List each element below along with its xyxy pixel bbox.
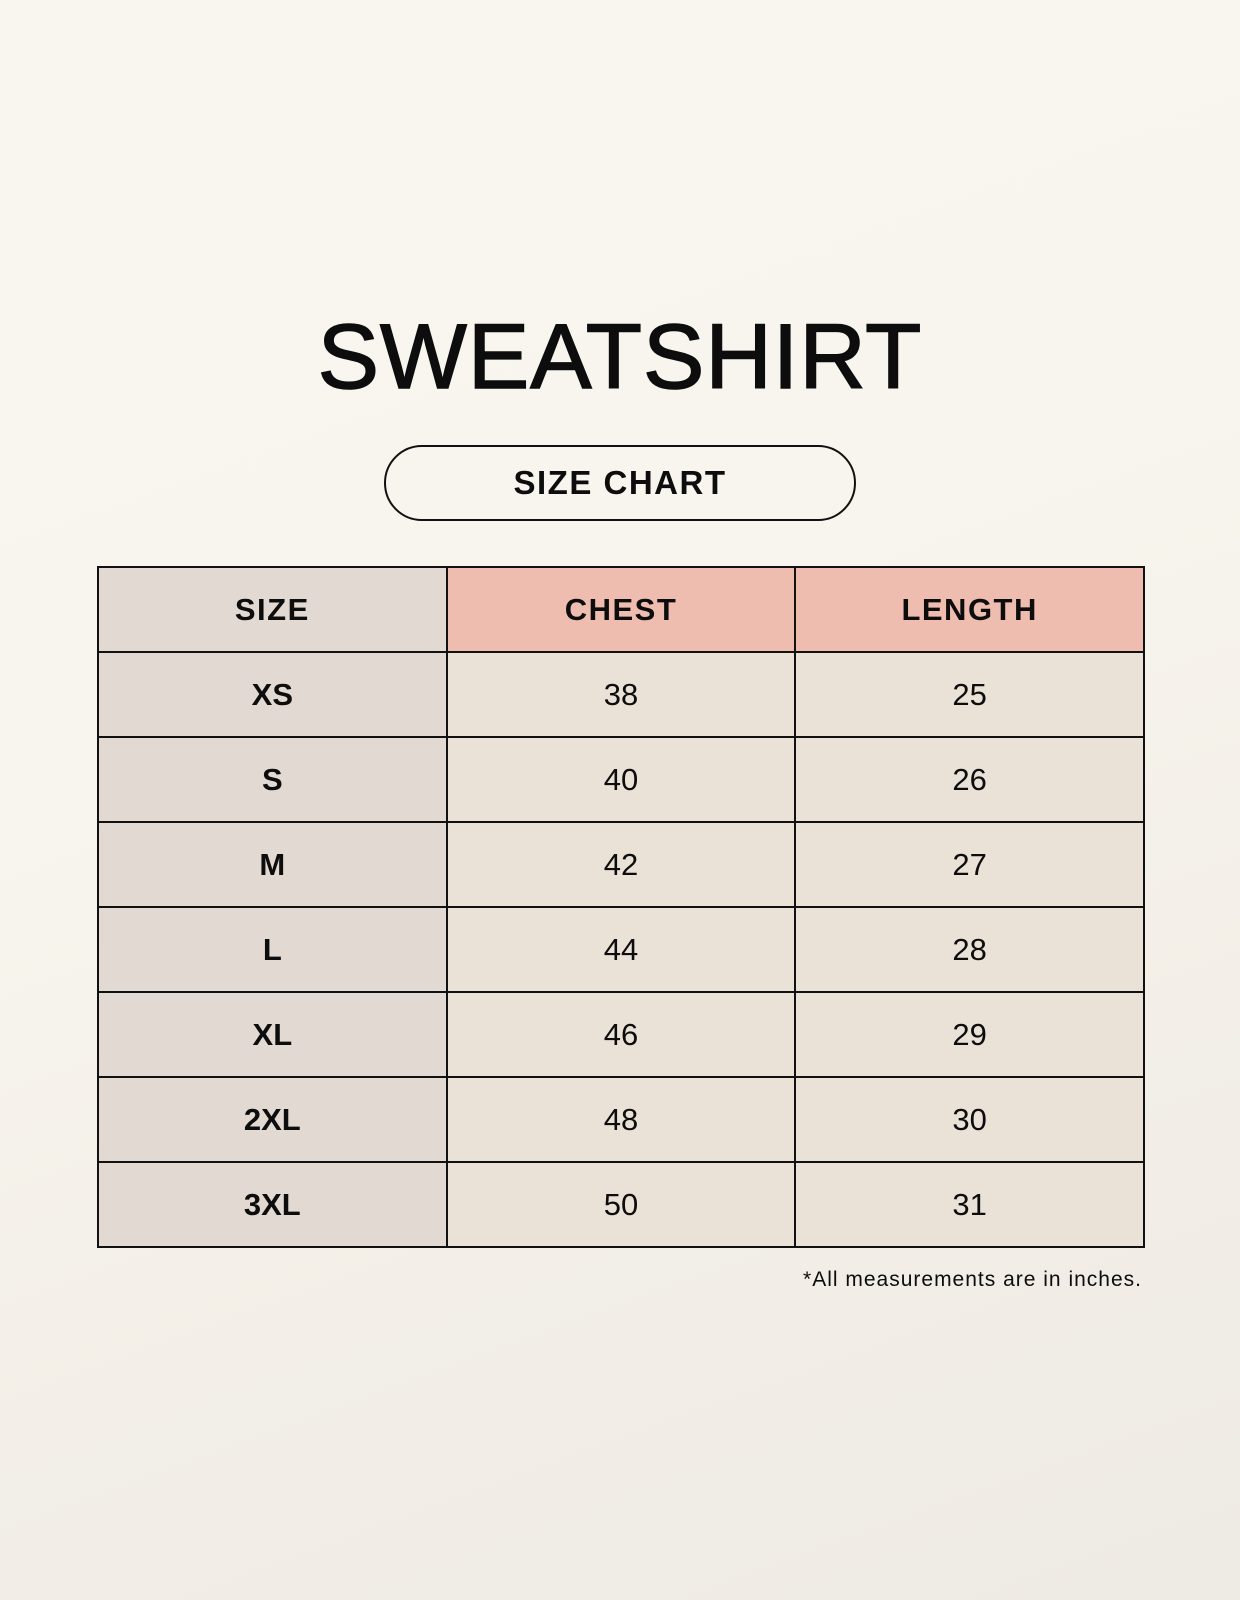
cell-size: S <box>97 736 448 823</box>
cell-length: 30 <box>794 1076 1145 1163</box>
cell-size: L <box>97 906 448 993</box>
cell-length: 29 <box>794 991 1145 1078</box>
table-header-row: SIZE CHEST LENGTH <box>97 566 1145 653</box>
cell-size: 2XL <box>97 1076 448 1163</box>
cell-length: 28 <box>794 906 1145 993</box>
size-table: SIZE CHEST LENGTH XS 38 25 S 40 26 M 42 27 L 44 28 X… <box>97 566 1145 1248</box>
measurement-note: *All measurements are in inches. <box>803 1268 1142 1291</box>
table-row: L 44 28 <box>97 906 1145 993</box>
cell-length: 25 <box>794 651 1145 738</box>
size-chart-badge: SIZE CHART <box>384 445 856 521</box>
table-row: XS 38 25 <box>97 651 1145 738</box>
cell-chest: 50 <box>445 1161 797 1248</box>
cell-chest: 48 <box>445 1076 797 1163</box>
table-row: XL 46 29 <box>97 991 1145 1078</box>
header-chest: CHEST <box>445 566 797 653</box>
cell-size: M <box>97 821 448 908</box>
cell-chest: 44 <box>445 906 797 993</box>
cell-length: 27 <box>794 821 1145 908</box>
cell-length: 31 <box>794 1161 1145 1248</box>
table-row: 2XL 48 30 <box>97 1076 1145 1163</box>
page-title: SWEATSHIRT <box>317 305 923 409</box>
cell-chest: 42 <box>445 821 797 908</box>
cell-chest: 40 <box>445 736 797 823</box>
table-row: M 42 27 <box>97 821 1145 908</box>
cell-size: 3XL <box>97 1161 448 1248</box>
cell-chest: 46 <box>445 991 797 1078</box>
table-row: S 40 26 <box>97 736 1145 823</box>
header-size: SIZE <box>97 566 448 653</box>
table-row: 3XL 50 31 <box>97 1161 1145 1248</box>
cell-length: 26 <box>794 736 1145 823</box>
cell-chest: 38 <box>445 651 797 738</box>
cell-size: XL <box>97 991 448 1078</box>
cell-size: XS <box>97 651 448 738</box>
header-length: LENGTH <box>794 566 1145 653</box>
